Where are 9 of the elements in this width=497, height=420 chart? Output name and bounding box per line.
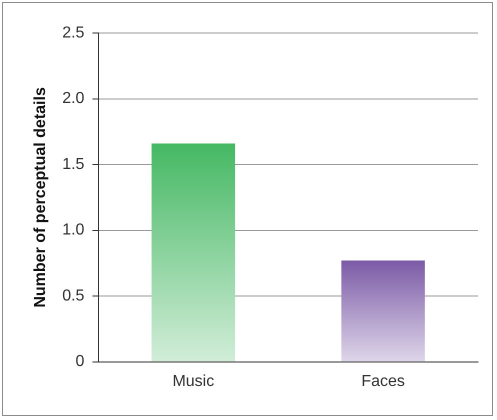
y-tick-label: 2.5 [62, 24, 85, 42]
x-tick-label: Music [172, 372, 214, 390]
y-tick-label: 0.5 [62, 287, 85, 304]
y-tick-label: 1.0 [62, 222, 85, 239]
y-tick-label: 1.5 [62, 156, 85, 173]
y-tick-label: 2.0 [62, 90, 85, 108]
y-tick-label: 0 [76, 353, 85, 370]
y-axis-title: Number of perceptual details [32, 87, 50, 308]
x-tick-label: Faces [361, 372, 405, 390]
